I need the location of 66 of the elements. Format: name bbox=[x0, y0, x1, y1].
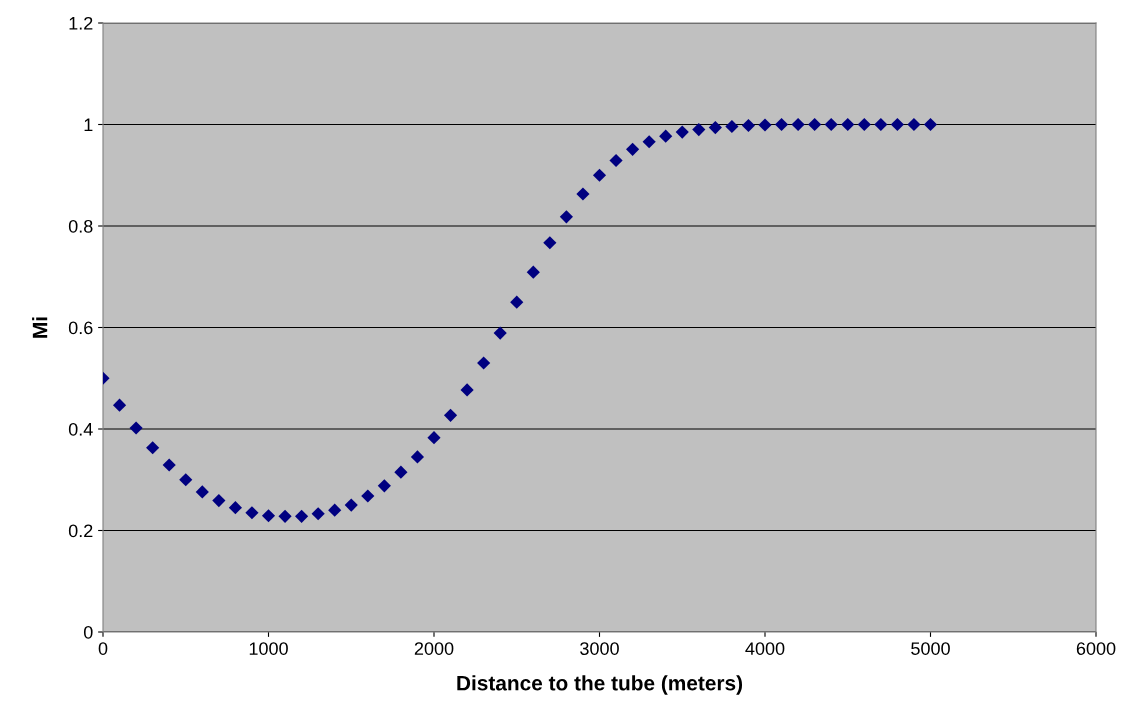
x-tick-label: 4000 bbox=[745, 642, 785, 655]
point bbox=[725, 119, 739, 134]
y-tick-label: 1 bbox=[84, 118, 93, 132]
point bbox=[179, 473, 193, 487]
point bbox=[295, 509, 309, 523]
point bbox=[146, 441, 160, 455]
y-tick-label: 0.2 bbox=[68, 524, 93, 538]
point bbox=[460, 383, 474, 397]
point bbox=[394, 465, 408, 479]
point bbox=[576, 187, 590, 201]
point bbox=[692, 122, 706, 137]
point bbox=[841, 117, 855, 132]
x-tick-label: 2000 bbox=[414, 642, 454, 655]
x-tick-label: 1000 bbox=[249, 642, 288, 655]
x-tick-label: 6000 bbox=[1076, 642, 1116, 655]
point bbox=[195, 485, 209, 499]
point bbox=[377, 479, 391, 493]
point bbox=[112, 398, 127, 412]
y-axis-title: Mi bbox=[32, 317, 48, 338]
point bbox=[228, 501, 242, 515]
y-tick-label: 0.4 bbox=[68, 422, 93, 436]
point bbox=[261, 509, 276, 523]
x-axis-title: Distance to the tube (meters) bbox=[457, 675, 743, 695]
point bbox=[477, 356, 491, 370]
point bbox=[510, 295, 524, 309]
point bbox=[758, 118, 772, 132]
point bbox=[791, 117, 805, 132]
point bbox=[526, 265, 540, 279]
point bbox=[659, 129, 673, 143]
y-tick-label: 0.8 bbox=[68, 219, 93, 233]
point bbox=[592, 168, 607, 182]
point bbox=[907, 117, 921, 132]
point bbox=[559, 210, 573, 224]
point bbox=[328, 503, 342, 517]
point bbox=[874, 117, 888, 132]
point bbox=[626, 142, 640, 156]
x-tick-label: 5000 bbox=[911, 642, 950, 655]
point bbox=[708, 120, 722, 135]
point bbox=[675, 125, 689, 139]
point bbox=[443, 408, 458, 422]
point bbox=[162, 458, 176, 472]
point bbox=[129, 421, 143, 435]
point bbox=[278, 509, 292, 523]
y-tick-label: 1.2 bbox=[69, 16, 93, 30]
point bbox=[361, 489, 375, 503]
point bbox=[245, 506, 259, 520]
y-tick-label: 0 bbox=[83, 625, 93, 639]
x-tick-label: 0 bbox=[98, 642, 108, 655]
x-tick-label: 3000 bbox=[580, 642, 619, 655]
point bbox=[410, 450, 425, 464]
y-tick-label: 0.6 bbox=[68, 321, 93, 335]
point bbox=[543, 236, 557, 250]
point bbox=[609, 153, 623, 168]
point bbox=[344, 498, 358, 512]
point bbox=[774, 117, 789, 132]
point bbox=[427, 431, 441, 445]
point bbox=[824, 117, 838, 132]
point bbox=[493, 326, 507, 340]
point bbox=[890, 117, 904, 132]
point bbox=[923, 117, 938, 132]
point bbox=[311, 507, 325, 521]
point bbox=[642, 135, 656, 149]
point bbox=[857, 117, 871, 132]
point bbox=[808, 117, 822, 132]
point bbox=[741, 118, 756, 133]
point bbox=[212, 493, 226, 508]
